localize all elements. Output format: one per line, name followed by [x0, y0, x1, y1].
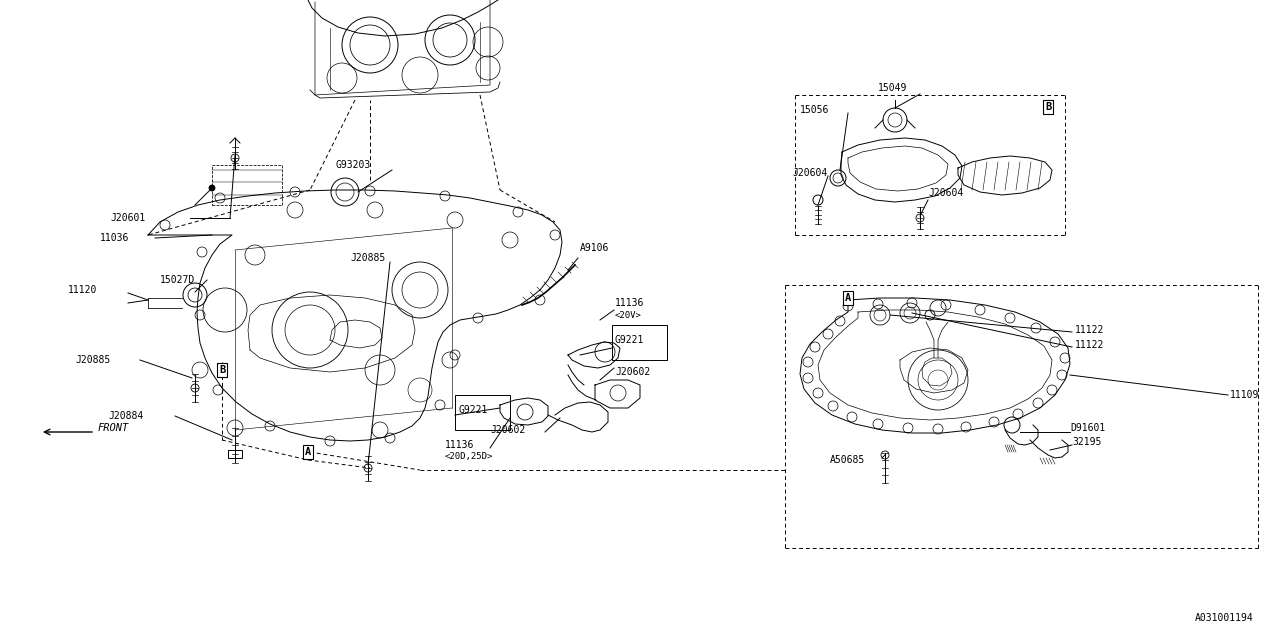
- Text: J20885: J20885: [349, 253, 385, 263]
- Text: A031001194: A031001194: [1196, 613, 1253, 623]
- Text: J20602: J20602: [490, 425, 525, 435]
- Text: A: A: [845, 293, 851, 303]
- Text: 15027D: 15027D: [160, 275, 196, 285]
- Text: <20V>: <20V>: [614, 310, 641, 319]
- Text: FRONT: FRONT: [99, 423, 129, 433]
- Text: A50685: A50685: [829, 455, 865, 465]
- Text: 11036: 11036: [100, 233, 129, 243]
- Bar: [212, 165, 282, 205]
- Text: G93203: G93203: [335, 160, 370, 170]
- Text: A9106: A9106: [580, 243, 609, 253]
- Text: G9221: G9221: [458, 405, 488, 415]
- Text: 11136: 11136: [614, 298, 644, 308]
- Circle shape: [209, 185, 215, 191]
- Text: 11136: 11136: [445, 440, 475, 450]
- Text: 11120: 11120: [68, 285, 97, 295]
- Text: J20885: J20885: [76, 355, 110, 365]
- Text: 15056: 15056: [800, 105, 829, 115]
- Text: 11122: 11122: [1075, 340, 1105, 350]
- Text: G9221: G9221: [614, 335, 644, 345]
- Text: J20601: J20601: [110, 213, 145, 223]
- Text: 15049: 15049: [878, 83, 908, 93]
- Bar: [612, 325, 667, 360]
- Text: B: B: [219, 365, 225, 375]
- Text: J20884: J20884: [108, 411, 143, 421]
- Text: 11109: 11109: [1230, 390, 1260, 400]
- Text: D91601: D91601: [1070, 423, 1105, 433]
- Text: A: A: [305, 447, 311, 457]
- Text: 32195: 32195: [1073, 437, 1101, 447]
- Text: <20D,25D>: <20D,25D>: [445, 452, 493, 461]
- Text: J20604: J20604: [792, 168, 827, 178]
- Bar: [228, 450, 242, 458]
- Text: J20604: J20604: [928, 188, 964, 198]
- Text: J20602: J20602: [614, 367, 650, 377]
- Bar: [454, 395, 509, 430]
- Text: 11122: 11122: [1075, 325, 1105, 335]
- Text: B: B: [1044, 102, 1051, 112]
